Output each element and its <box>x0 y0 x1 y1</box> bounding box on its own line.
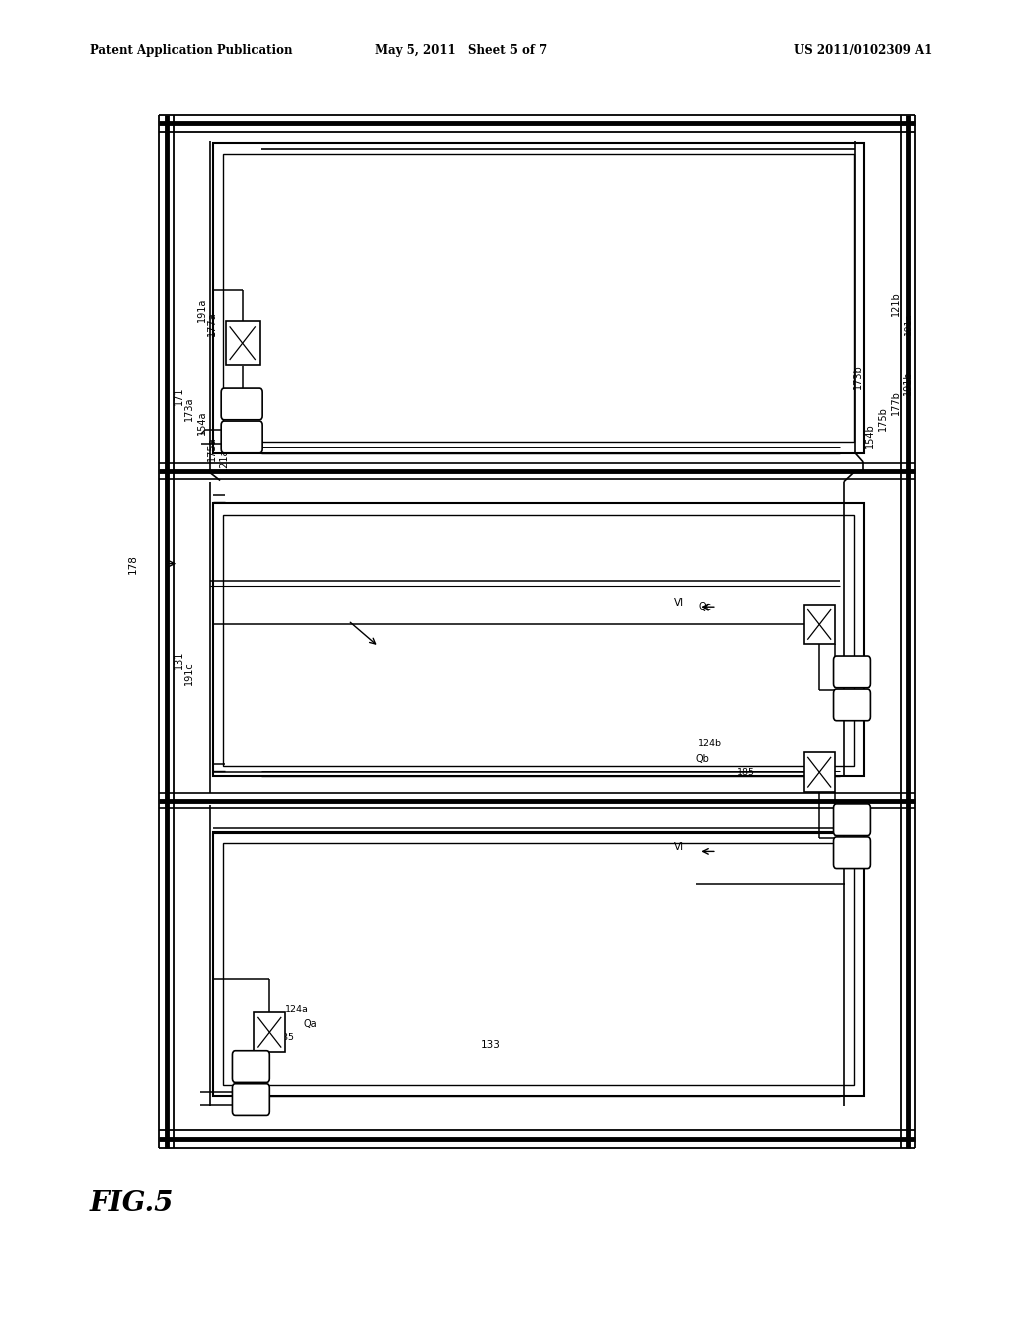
Text: 191b: 191b <box>903 371 913 395</box>
Text: 177b: 177b <box>891 391 901 414</box>
Text: Qa: Qa <box>303 1019 316 1030</box>
Polygon shape <box>254 1012 285 1052</box>
Text: 185: 185 <box>276 1034 295 1041</box>
FancyBboxPatch shape <box>834 804 870 836</box>
Text: 121b: 121b <box>891 292 901 315</box>
Text: 131: 131 <box>174 651 184 669</box>
Polygon shape <box>225 322 260 364</box>
Text: Qc: Qc <box>698 602 712 612</box>
Text: 154b: 154b <box>865 424 876 447</box>
FancyBboxPatch shape <box>232 1051 269 1082</box>
Text: May 5, 2011   Sheet 5 of 7: May 5, 2011 Sheet 5 of 7 <box>375 44 547 57</box>
Text: VI: VI <box>674 598 684 609</box>
Text: 178: 178 <box>128 553 138 574</box>
Text: 177a: 177a <box>207 312 217 335</box>
Text: 171: 171 <box>174 387 184 405</box>
FancyBboxPatch shape <box>221 388 262 420</box>
Text: VI: VI <box>674 842 684 853</box>
Text: 133: 133 <box>481 1040 501 1051</box>
Text: FIG.5: FIG.5 <box>90 1191 174 1217</box>
Polygon shape <box>804 605 835 644</box>
Text: US 2011/0102309 A1: US 2011/0102309 A1 <box>794 44 932 57</box>
Text: 124a: 124a <box>285 1006 308 1014</box>
FancyBboxPatch shape <box>834 837 870 869</box>
FancyBboxPatch shape <box>221 421 262 453</box>
Polygon shape <box>804 752 835 792</box>
Text: 191c: 191c <box>184 661 195 685</box>
FancyBboxPatch shape <box>232 1084 269 1115</box>
Text: 185: 185 <box>737 768 756 776</box>
Text: Patent Application Publication: Patent Application Publication <box>90 44 293 57</box>
FancyBboxPatch shape <box>834 656 870 688</box>
Text: 173b: 173b <box>853 364 863 388</box>
FancyBboxPatch shape <box>834 689 870 721</box>
Text: 191a: 191a <box>197 298 207 322</box>
Text: 154a: 154a <box>197 411 207 434</box>
Text: 175b: 175b <box>878 407 888 430</box>
Text: 173a: 173a <box>184 397 195 421</box>
Text: 124b: 124b <box>698 739 722 747</box>
Text: 191a: 191a <box>904 312 912 335</box>
Text: 175a: 175a <box>207 437 217 461</box>
Text: Qb: Qb <box>695 754 710 764</box>
Text: 121a: 121a <box>219 447 229 471</box>
